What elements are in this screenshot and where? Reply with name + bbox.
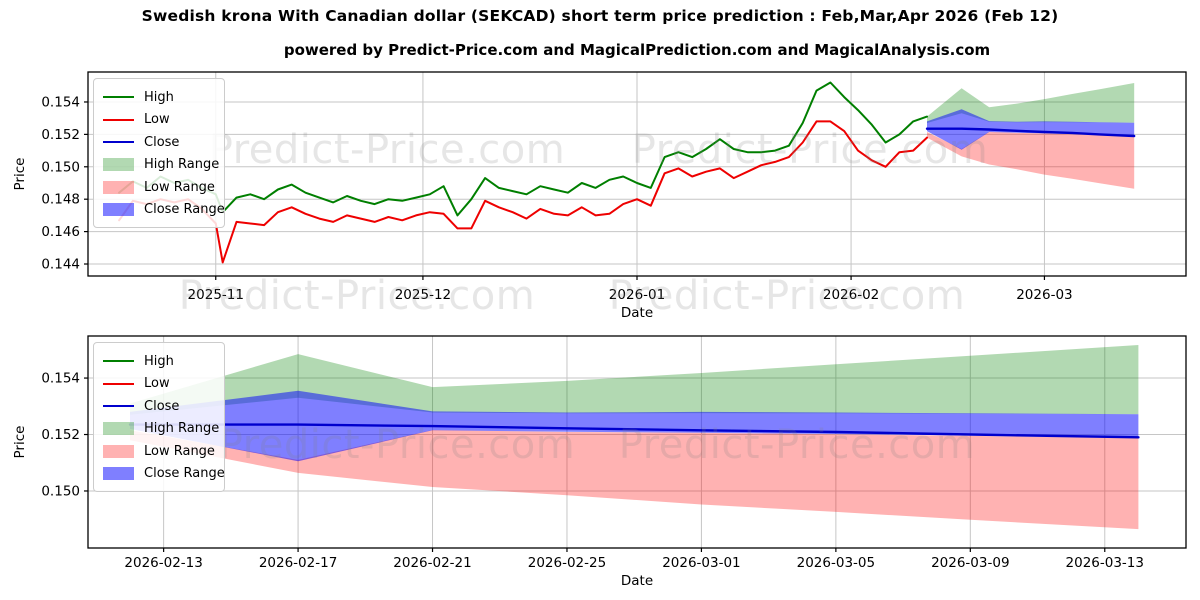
legend-label: High Range xyxy=(144,421,220,437)
legend-label: Close xyxy=(144,398,180,414)
legend-item-low-range: Low Range xyxy=(103,440,216,463)
x-tick-label: 2025-12 xyxy=(395,287,451,303)
y-tick-label: 0.148 xyxy=(41,192,80,208)
low-line xyxy=(118,120,928,264)
watermark-text: Predict-Price.com xyxy=(208,127,566,173)
x-tick-label: 2026-03-01 xyxy=(662,555,740,571)
close-swatch-line xyxy=(103,141,134,144)
high-range-swatch-patch xyxy=(103,158,134,172)
legend-item-close: Close xyxy=(103,395,216,418)
legend-item-low-range: Low Range xyxy=(103,176,216,199)
legend-label: Close Range xyxy=(144,466,225,482)
close-range-band xyxy=(130,390,1139,462)
x-tick-label: 2026-03-09 xyxy=(931,555,1009,571)
low-range-band xyxy=(130,430,1139,530)
y-axis-label: Price xyxy=(12,426,28,459)
legend-label: High xyxy=(144,353,174,369)
high-line xyxy=(118,81,928,217)
close-swatch-line xyxy=(103,405,134,408)
y-tick-label: 0.150 xyxy=(41,159,80,175)
x-axis-label: Date xyxy=(621,305,653,321)
x-tick-label: 2026-01 xyxy=(609,287,665,303)
high-range-band xyxy=(927,83,1135,123)
x-tick-label: 2026-02 xyxy=(823,287,879,303)
x-tick-label: 2026-03 xyxy=(1016,287,1072,303)
x-tick-label: 2026-02-21 xyxy=(393,555,471,571)
watermark-text: Predict-Price.com xyxy=(631,127,989,173)
legend-item-close-range: Close Range xyxy=(103,199,225,222)
legend-item-high: High xyxy=(103,86,216,109)
y-tick-label: 0.150 xyxy=(41,483,80,499)
legend-item-high-range: High Range xyxy=(103,154,220,177)
y-tick-label: 0.146 xyxy=(41,224,80,240)
legend-item-high-range: High Range xyxy=(103,418,220,441)
high-swatch-line xyxy=(103,96,134,99)
legend-prediction-chart: High Low Close High Range Low Range Close Ran… xyxy=(93,342,225,492)
y-tick-label: 0.152 xyxy=(41,427,80,443)
legend-item-low: Low xyxy=(103,373,216,396)
legend-label: Low Range xyxy=(144,179,215,195)
legend-label: Close xyxy=(144,134,180,150)
y-tick-label: 0.144 xyxy=(41,257,80,273)
low-range-band xyxy=(927,131,1135,189)
axes-frame xyxy=(87,335,1187,549)
close-range-swatch-patch xyxy=(103,467,134,481)
watermark-text: Predict-Price.com xyxy=(178,273,536,319)
low-swatch-line xyxy=(103,382,134,385)
watermark-text: Predict-Price.com xyxy=(218,422,576,468)
legend-label: High Range xyxy=(144,157,220,173)
low-swatch-line xyxy=(103,118,134,121)
y-tick-label: 0.154 xyxy=(41,94,80,110)
x-tick-label: 2025-11 xyxy=(188,287,244,303)
x-axis-label: Date xyxy=(621,573,653,589)
y-axis-label: Price xyxy=(12,158,28,191)
legend-item-high: High xyxy=(103,350,216,373)
prediction-chart-svg: 2026-02-13 2026-02-17 2026-02-21 2026-02-25… xyxy=(12,335,1187,589)
x-tick-label: 2026-02-17 xyxy=(259,555,337,571)
close-line xyxy=(128,423,1140,439)
powered-by-subtitle: powered by Predict-Price.com and Magical… xyxy=(283,41,991,59)
x-tick-label: 2026-02-25 xyxy=(528,555,606,571)
legend-history-chart: High Low Close High Range Low Range Close Ran… xyxy=(93,78,225,228)
y-tick-label: 0.152 xyxy=(41,127,80,143)
close-line xyxy=(925,127,1136,138)
legend-label: Low xyxy=(144,112,170,128)
legend-label: Close Range xyxy=(144,202,225,218)
legend-label: High xyxy=(144,89,174,105)
legend-label: Low xyxy=(144,376,170,392)
close-range-band xyxy=(927,109,1135,150)
legend-item-low: Low xyxy=(103,109,216,132)
page-title: Swedish krona With Canadian dollar (SEKC… xyxy=(141,7,1059,25)
high-range-swatch-patch xyxy=(103,422,134,436)
low-range-swatch-patch xyxy=(103,180,134,194)
history-chart-svg: 2025-11 2025-12 2026-01 2026-02 2026-03 0.144… xyxy=(12,71,1187,321)
high-range-band xyxy=(130,345,1139,415)
close-range-swatch-patch xyxy=(103,203,134,217)
watermark-text: Predict-Price.com xyxy=(618,422,976,468)
legend-item-close: Close xyxy=(103,131,216,154)
legend-label: Low Range xyxy=(144,443,215,459)
x-tick-label: 2026-02-13 xyxy=(124,555,202,571)
high-swatch-line xyxy=(103,360,134,363)
x-tick-label: 2026-03-13 xyxy=(1066,555,1144,571)
x-tick-label: 2026-03-05 xyxy=(797,555,875,571)
low-range-swatch-patch xyxy=(103,444,134,458)
watermark-text: Predict-Price.com xyxy=(608,273,966,319)
legend-item-close-range: Close Range xyxy=(103,463,225,486)
y-tick-label: 0.154 xyxy=(41,371,80,387)
